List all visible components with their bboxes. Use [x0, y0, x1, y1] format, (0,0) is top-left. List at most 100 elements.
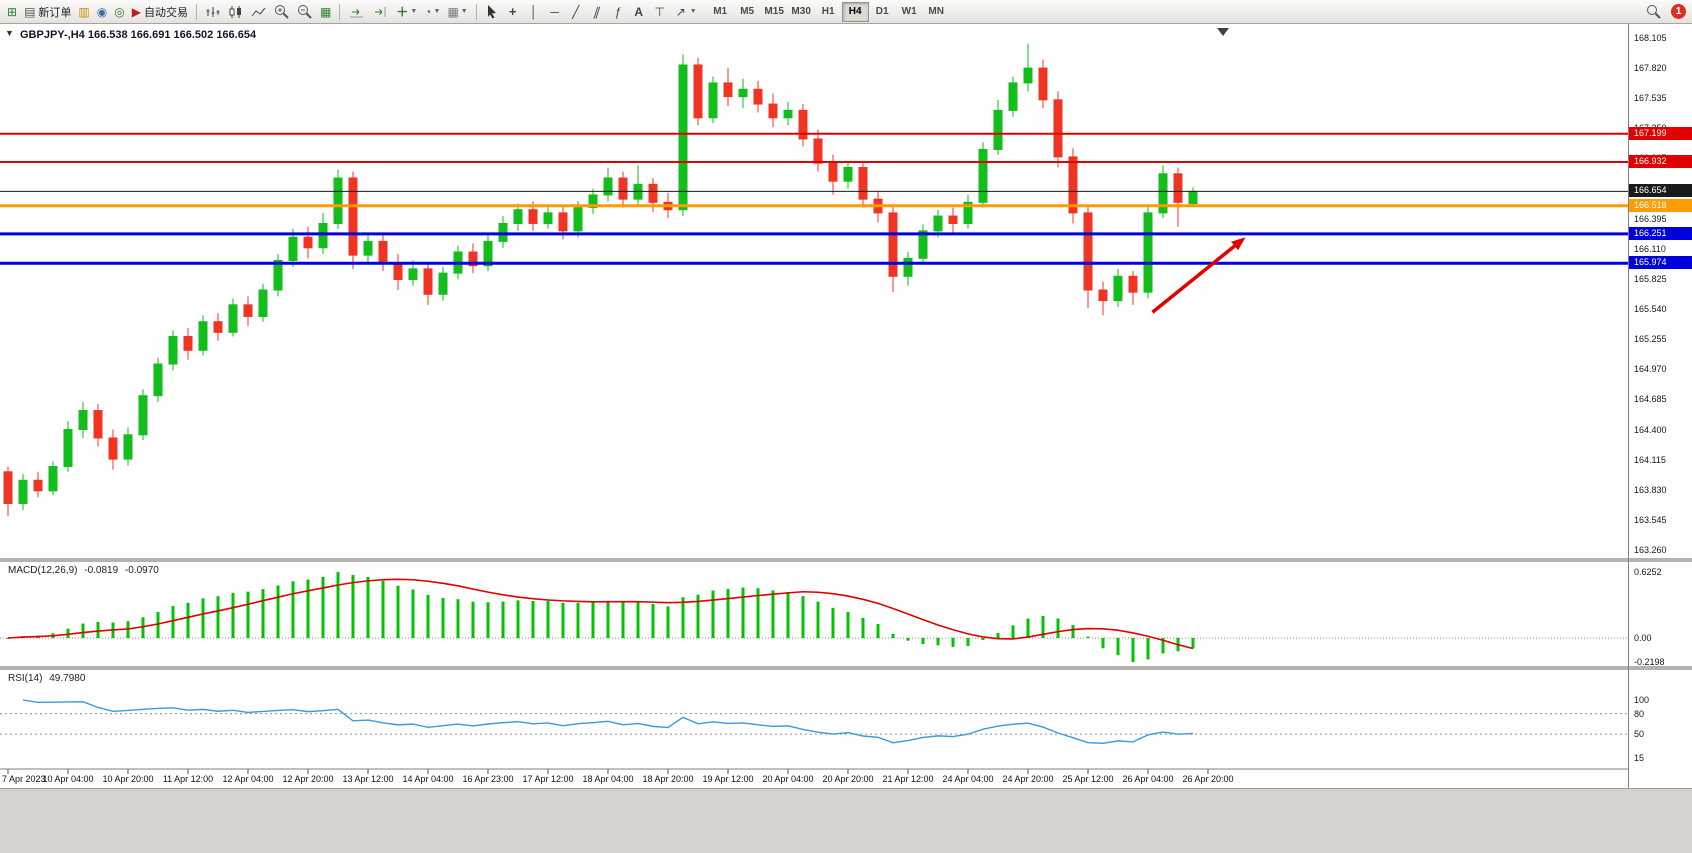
fibonacci-tool-button[interactable]: ƒ: [608, 2, 628, 22]
candle-body: [108, 437, 118, 460]
horizontal-line-icon: ─: [550, 4, 559, 19]
search-button[interactable]: [1643, 2, 1665, 22]
time-label: 26 Apr 20:00: [1182, 774, 1233, 784]
candle-body: [828, 162, 838, 182]
macd-bar: [741, 587, 745, 638]
macd-bar: [501, 601, 505, 638]
templates-button[interactable]: ▦ ▼: [444, 2, 470, 22]
zoom-out-button[interactable]: [294, 2, 316, 22]
macd-bar: [1011, 625, 1015, 638]
candle-body: [723, 82, 733, 98]
trend-arrow-line[interactable]: [1151, 242, 1239, 314]
arrows-tool-button[interactable]: ↗ ▼: [671, 2, 700, 22]
bar-chart-type-button[interactable]: [202, 2, 224, 22]
chart-shift-button[interactable]: [369, 2, 392, 22]
timeframe-m30[interactable]: M30: [791, 6, 811, 17]
tile-windows-button[interactable]: ▦: [317, 2, 334, 22]
line-chart-type-button[interactable]: [248, 2, 270, 22]
timeframe-w1[interactable]: W1: [901, 6, 917, 17]
search-icon: [1647, 5, 1661, 19]
candle-body: [528, 209, 538, 224]
macd-value-signal: -0.0970: [124, 565, 159, 576]
time-label: 10 Apr 20:00: [102, 774, 153, 784]
timeframe-mn[interactable]: MN: [928, 6, 944, 17]
one-click-trading-toggle[interactable]: ▼: [5, 28, 14, 38]
indicators-button[interactable]: ＋ ▼: [393, 2, 420, 22]
chart-shift-marker[interactable]: [1217, 28, 1229, 36]
macd-bar: [921, 638, 925, 645]
notification-badge[interactable]: 1: [1671, 4, 1686, 19]
rsi-scale-tick: 80: [1634, 708, 1645, 719]
auto-scroll-button[interactable]: [345, 2, 368, 22]
timeframe-m1[interactable]: M1: [713, 6, 728, 17]
channel-tool-button[interactable]: ∥: [587, 2, 607, 22]
candle-body: [153, 363, 163, 397]
trend-arrow-head[interactable]: [1231, 237, 1246, 251]
text-tool-button[interactable]: A: [629, 2, 649, 22]
candle-body: [363, 240, 373, 256]
vertical-line-tool-button[interactable]: │: [524, 2, 544, 22]
macd-bar: [906, 638, 910, 641]
zoom-in-button[interactable]: [271, 2, 293, 22]
autotrading-button[interactable]: ▶ 自动交易: [129, 2, 191, 22]
macd-bar: [1146, 638, 1150, 660]
toolbar: ⊞ ▤ 新订单 ▥ ◉ ◎ ▶ 自动交易 ▦ ＋ ▼ ◔ ▼ ▦ ▼ + │ ─ ╱ …: [0, 0, 1692, 24]
cursor-tool-button[interactable]: [482, 2, 502, 22]
timeframe-h1[interactable]: H1: [821, 6, 835, 17]
horizontal-line-tool-button[interactable]: ─: [545, 2, 565, 22]
toolbar-separator: [195, 3, 197, 20]
label-tool-button[interactable]: ⊤: [650, 2, 670, 22]
candlestick-type-button[interactable]: [225, 2, 247, 22]
macd-bar: [261, 589, 265, 638]
macd-bar: [396, 585, 400, 638]
price-scale[interactable]: 168.105167.820167.535167.250166.965166.6…: [1628, 24, 1692, 788]
time-label: 21 Apr 12:00: [882, 774, 933, 784]
candle-body: [678, 64, 688, 211]
macd-bar: [696, 594, 700, 638]
market-watch-button[interactable]: ▥: [75, 2, 92, 22]
navigator-icon: ◉: [96, 4, 108, 19]
macd-bar: [351, 574, 355, 638]
pane-separator[interactable]: [0, 666, 1628, 670]
timeframe-m5[interactable]: M5: [740, 6, 755, 17]
rsi-value: 49.7980: [49, 673, 86, 684]
pane-separator[interactable]: [0, 558, 1628, 562]
zoom-out-icon: [297, 5, 312, 19]
navigator-button[interactable]: ◉: [94, 2, 110, 22]
macd-bar: [816, 601, 820, 638]
macd-bar: [996, 632, 1000, 638]
new-order-button[interactable]: ▤ 新订单: [21, 2, 74, 22]
price-tick: 167.820: [1634, 63, 1667, 74]
timeframe-h4[interactable]: H4: [841, 1, 869, 22]
candle-body: [888, 212, 898, 277]
candle-body: [1173, 173, 1183, 203]
candle-body: [948, 215, 958, 224]
macd-bar: [516, 600, 520, 638]
price-tick: 167.535: [1634, 93, 1667, 104]
timeframe-m15[interactable]: M15: [764, 6, 784, 17]
bar-chart-icon: [206, 6, 220, 17]
candle-body: [708, 82, 718, 119]
time-label: 12 Apr 04:00: [222, 774, 273, 784]
candle-body: [228, 304, 238, 333]
candle-body: [318, 222, 328, 249]
pane-separator[interactable]: [1629, 558, 1692, 562]
terminal-button[interactable]: ◎: [111, 2, 127, 22]
periods-button[interactable]: ◔ ▼: [421, 2, 443, 22]
price-tick: 163.545: [1634, 514, 1667, 525]
macd-bar: [171, 606, 175, 638]
trendline-tool-button[interactable]: ╱: [566, 2, 586, 22]
timeframe-d1[interactable]: D1: [875, 6, 889, 17]
crosshair-tool-button[interactable]: +: [503, 2, 523, 22]
new-chart-button[interactable]: ⊞: [4, 2, 20, 22]
price-badge: 166.932: [1629, 154, 1692, 168]
time-label: 11 Apr 12:00: [163, 774, 213, 784]
candle-body: [123, 434, 133, 460]
tile-windows-icon: ▦: [319, 4, 332, 19]
pane-separator[interactable]: [1629, 666, 1692, 670]
candle-body: [273, 259, 283, 291]
price-tick: 164.115: [1634, 454, 1666, 465]
macd-bar: [156, 612, 160, 638]
rsi-line: [22, 699, 1194, 744]
